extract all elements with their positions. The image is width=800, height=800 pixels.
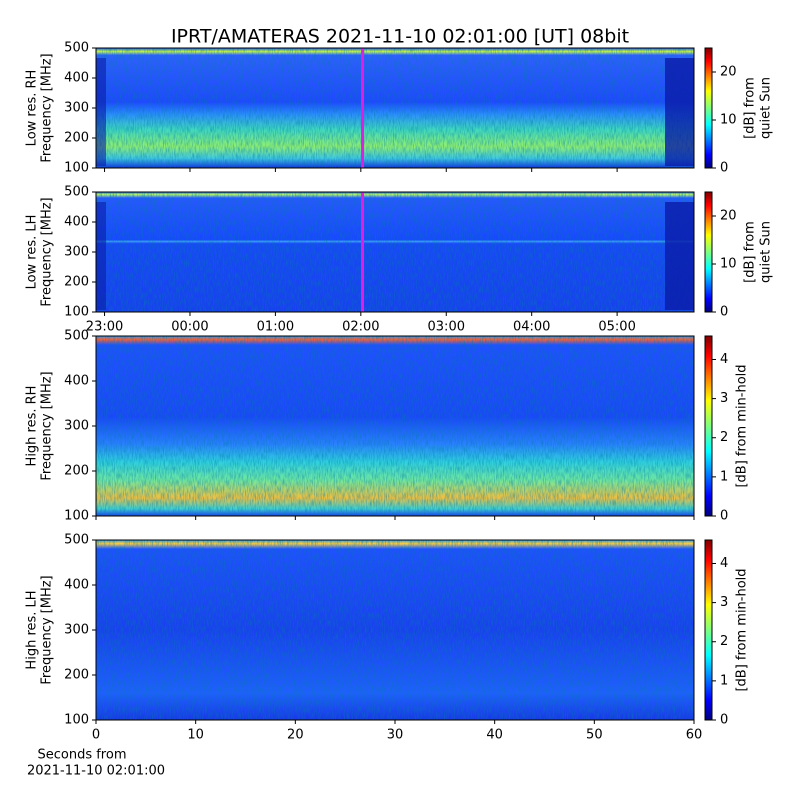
y-axis-label: Frequency [MHz] xyxy=(40,197,55,306)
heatmap-noise xyxy=(96,192,694,312)
x-tick-label: 04:00 xyxy=(513,320,550,335)
colorbar-tick-label: 10 xyxy=(720,257,737,272)
colorbar-tick-label: 4 xyxy=(720,352,728,367)
x-tick-label: 05:00 xyxy=(598,320,635,335)
colorbar-tick-label: 2 xyxy=(720,430,728,445)
y-axis-label: Low res. LH xyxy=(25,215,40,290)
colorbar-label: quiet Sun xyxy=(759,221,774,283)
colorbar-tick-label: 0 xyxy=(720,305,728,320)
no-data-edge xyxy=(96,202,106,310)
x-tick-label: 01:00 xyxy=(257,320,294,335)
colorbar-tick-label: 4 xyxy=(720,556,728,571)
y-tick-label: 100 xyxy=(64,161,89,176)
x-tick-label: 0 xyxy=(92,728,100,743)
colorbar-label: [dB] from min-hold xyxy=(735,568,750,691)
x-tick-label: 23:00 xyxy=(86,320,123,335)
y-axis-label: Frequency [MHz] xyxy=(40,371,55,480)
heatmap-noise xyxy=(96,540,694,720)
x-tick-label: 50 xyxy=(586,728,603,743)
colorbar xyxy=(704,191,713,313)
colorbar-tick-label: 2 xyxy=(720,634,728,649)
chart-title: IPRT/AMATERAS 2021-11-10 02:01:00 [UT] 0… xyxy=(171,26,629,48)
x-tick-label: 30 xyxy=(387,728,404,743)
x-axis-label: Seconds from xyxy=(37,748,126,763)
x-tick-label: 00:00 xyxy=(171,320,208,335)
colorbar-tick-label: 0 xyxy=(720,713,728,728)
x-tick-label: 20 xyxy=(287,728,304,743)
y-tick-label: 400 xyxy=(64,374,89,389)
y-axis-label: High res. RH xyxy=(25,386,40,467)
y-tick-label: 400 xyxy=(64,71,89,86)
y-tick-label: 400 xyxy=(64,578,89,593)
y-tick-label: 200 xyxy=(64,668,89,683)
colorbar xyxy=(704,539,713,721)
colorbar-tick-label: 3 xyxy=(720,391,728,406)
y-axis-label: Frequency [MHz] xyxy=(40,575,55,684)
no-data-edge xyxy=(665,202,694,310)
y-tick-label: 500 xyxy=(64,533,89,548)
x-axis-label: 2021-11-10 02:01:00 xyxy=(27,764,165,779)
x-tick-label: 03:00 xyxy=(428,320,465,335)
colorbar-label: [dB] from xyxy=(743,221,758,283)
colorbar-tick-label: 20 xyxy=(720,209,737,224)
x-tick-label: 40 xyxy=(486,728,503,743)
y-tick-label: 100 xyxy=(64,305,89,320)
x-tick-label: 60 xyxy=(686,728,703,743)
colorbar-tick-label: 20 xyxy=(720,65,737,80)
colorbar-label: [dB] from min-hold xyxy=(735,364,750,487)
colorbar-label: quiet Sun xyxy=(759,77,774,139)
x-tick-label: 10 xyxy=(187,728,204,743)
y-tick-label: 500 xyxy=(64,185,89,200)
y-axis-label: Low res. RH xyxy=(25,70,40,147)
y-tick-label: 400 xyxy=(64,215,89,230)
y-tick-label: 300 xyxy=(64,245,89,260)
y-tick-label: 500 xyxy=(64,41,89,56)
y-tick-label: 300 xyxy=(64,101,89,116)
colorbar-tick-label: 0 xyxy=(720,509,728,524)
colorbar-tick-label: 1 xyxy=(720,469,728,484)
y-tick-label: 200 xyxy=(64,275,89,290)
colorbar-label: [dB] from xyxy=(743,77,758,139)
y-tick-label: 300 xyxy=(64,623,89,638)
y-tick-label: 200 xyxy=(64,464,89,479)
x-tick-label: 02:00 xyxy=(342,320,379,335)
colorbar-tick-label: 3 xyxy=(720,595,728,610)
y-tick-label: 100 xyxy=(64,713,89,728)
heatmap-noise xyxy=(96,336,694,516)
heatmap-noise xyxy=(96,48,694,168)
no-data-edge xyxy=(665,58,694,166)
colorbar-tick-label: 10 xyxy=(720,113,737,128)
colorbar-tick-label: 1 xyxy=(720,673,728,688)
y-tick-label: 100 xyxy=(64,509,89,524)
colorbar xyxy=(704,335,713,517)
y-tick-label: 500 xyxy=(64,329,89,344)
colorbar xyxy=(704,47,713,169)
colorbar-tick-label: 0 xyxy=(720,161,728,176)
y-axis-label: High res. LH xyxy=(25,590,40,669)
y-axis-label: Frequency [MHz] xyxy=(40,53,55,162)
y-tick-label: 200 xyxy=(64,131,89,146)
y-tick-label: 300 xyxy=(64,419,89,434)
no-data-edge xyxy=(96,58,106,166)
